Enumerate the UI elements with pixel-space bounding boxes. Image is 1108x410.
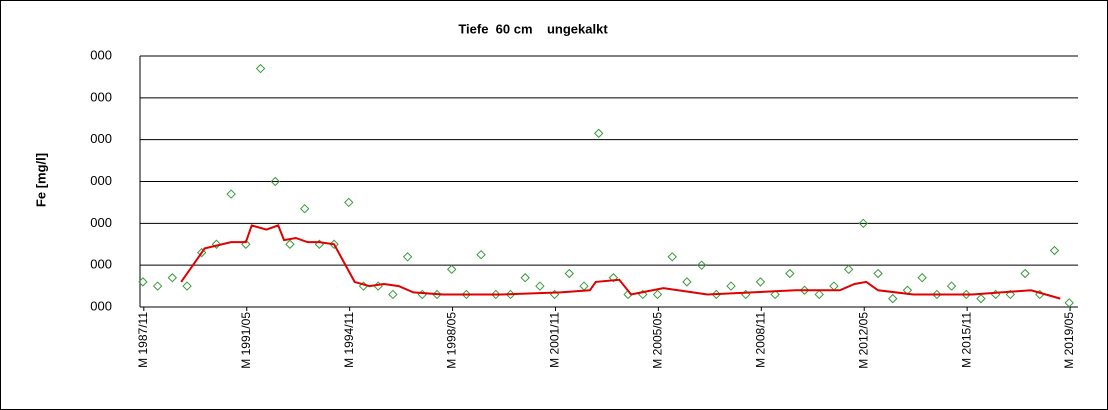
point bbox=[755, 277, 766, 287]
x-tick-label: M 2015/11 bbox=[959, 312, 973, 368]
point bbox=[197, 247, 207, 258]
point bbox=[1064, 298, 1074, 308]
point bbox=[799, 285, 810, 295]
point bbox=[594, 128, 604, 139]
x-tick-label: M 1998/05 bbox=[445, 312, 459, 369]
point bbox=[682, 277, 692, 287]
chart-title: Tiefe 60 cm ungekalkt bbox=[458, 21, 608, 36]
point bbox=[961, 289, 971, 300]
point bbox=[138, 277, 148, 287]
point bbox=[226, 189, 236, 199]
x-tick-label: M 2005/05 bbox=[651, 312, 665, 369]
point bbox=[520, 273, 530, 283]
point bbox=[814, 289, 824, 300]
point bbox=[152, 281, 163, 291]
point bbox=[976, 293, 986, 304]
point bbox=[726, 281, 736, 291]
point bbox=[446, 264, 457, 275]
point bbox=[211, 239, 222, 249]
x-tick-label: M 2001/11 bbox=[548, 312, 562, 368]
point bbox=[255, 63, 266, 74]
point bbox=[535, 281, 545, 291]
y-tick-label: 000 bbox=[90, 47, 112, 62]
y-tick-label: 000 bbox=[90, 173, 112, 188]
point bbox=[1049, 245, 1060, 256]
y-tick-label: 000 bbox=[90, 89, 112, 104]
x-tick-label: M 2019/05 bbox=[1062, 312, 1076, 369]
point bbox=[608, 273, 619, 283]
point bbox=[843, 264, 854, 275]
y-tick-label: 000 bbox=[90, 215, 112, 230]
point bbox=[167, 273, 178, 283]
point bbox=[344, 197, 354, 208]
y-tick-label: 000 bbox=[90, 257, 112, 272]
point bbox=[873, 268, 883, 279]
point bbox=[1020, 268, 1030, 279]
point bbox=[888, 293, 898, 304]
x-tick-label: M 1994/11 bbox=[342, 312, 356, 368]
point bbox=[402, 252, 413, 262]
point bbox=[917, 273, 927, 283]
point bbox=[946, 281, 957, 291]
x-tick-label: M 2012/05 bbox=[856, 312, 870, 369]
point bbox=[770, 289, 780, 300]
point bbox=[858, 218, 869, 229]
point bbox=[476, 250, 486, 260]
point bbox=[932, 289, 942, 300]
y-tick-label: 000 bbox=[90, 131, 112, 146]
point bbox=[785, 268, 795, 279]
point bbox=[667, 252, 677, 262]
point bbox=[564, 268, 575, 279]
point bbox=[299, 203, 310, 214]
point bbox=[461, 289, 472, 300]
point bbox=[285, 239, 295, 249]
point bbox=[491, 289, 501, 300]
y-tick-label: 000 bbox=[90, 298, 112, 313]
point bbox=[696, 260, 707, 270]
x-tick-label: M 1987/11 bbox=[136, 312, 150, 368]
x-tick-label: M 2008/11 bbox=[753, 312, 767, 368]
point bbox=[1005, 289, 1016, 300]
point bbox=[388, 289, 398, 300]
y-axis-label: Fe [mg/l] bbox=[33, 153, 48, 207]
point bbox=[182, 281, 192, 291]
x-tick-label: M 1991/05 bbox=[239, 312, 253, 369]
point bbox=[652, 289, 663, 300]
trend-line bbox=[180, 224, 1061, 300]
point bbox=[270, 176, 280, 187]
